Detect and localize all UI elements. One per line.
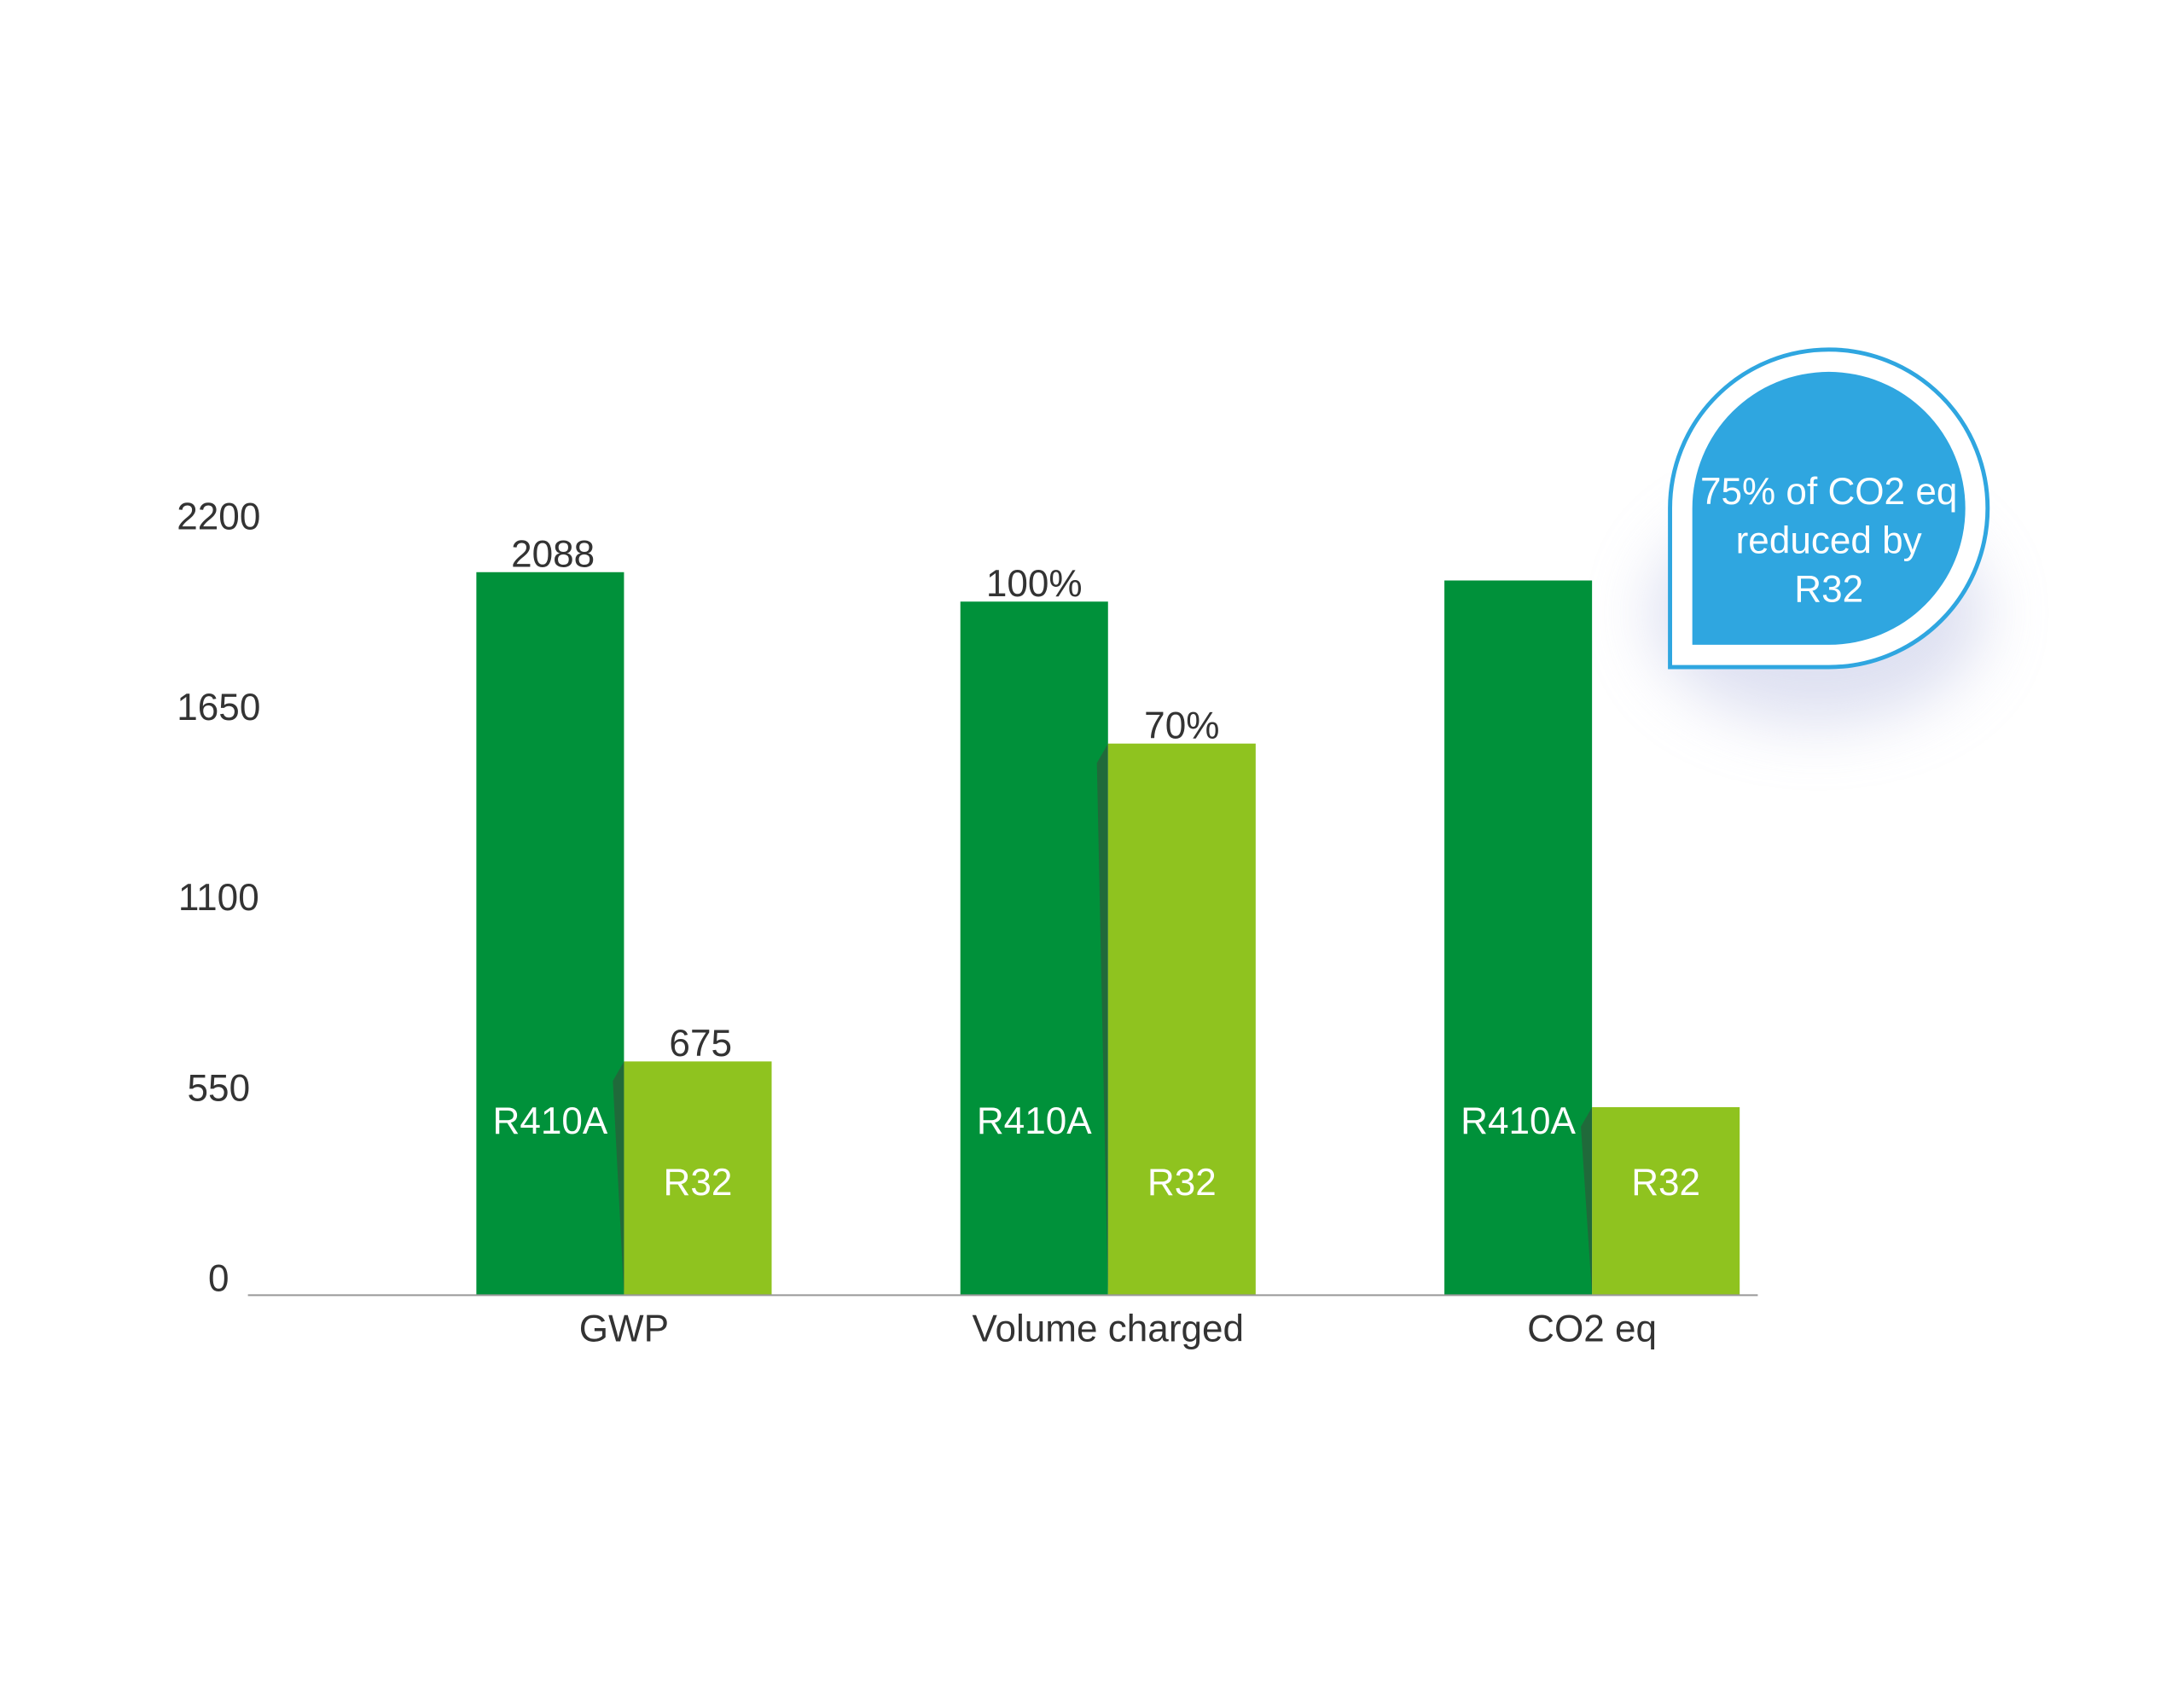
series-label: R410A <box>1461 1100 1576 1142</box>
callout-text: reduced by <box>1736 519 1922 561</box>
y-tick-label: 550 <box>188 1067 251 1109</box>
callout-text: 75% of CO2 eq <box>1700 471 1957 513</box>
bar-shadow <box>1096 743 1108 1296</box>
callout <box>1692 371 1966 645</box>
series-label: R410A <box>493 1100 608 1142</box>
annotation: 70% <box>1144 705 1219 746</box>
callout-text: R32 <box>1794 569 1863 611</box>
series-label: R32 <box>1147 1162 1217 1204</box>
x-tick-label: GWP <box>579 1308 669 1349</box>
y-tick-label: 1100 <box>178 877 259 919</box>
bar-shadow <box>613 1061 624 1296</box>
series-label: R410A <box>977 1100 1092 1142</box>
bar <box>960 601 1108 1296</box>
y-tick-label: 2200 <box>177 496 260 538</box>
y-tick-label: 1650 <box>177 687 260 728</box>
annotation: 100% <box>986 563 1083 605</box>
bar-shadow <box>1581 1106 1593 1296</box>
bar <box>1107 743 1256 1296</box>
bar <box>476 572 624 1296</box>
x-tick-label: Volume charged <box>972 1308 1244 1349</box>
value-label: 675 <box>669 1023 732 1065</box>
bar <box>624 1061 772 1296</box>
bar <box>1444 580 1593 1296</box>
bar <box>1592 1106 1740 1296</box>
y-tick-label: 0 <box>208 1258 229 1300</box>
series-label: R32 <box>1631 1162 1700 1204</box>
series-label: R32 <box>664 1162 733 1204</box>
value-label: 2088 <box>511 533 595 575</box>
x-tick-label: CO2 eq <box>1527 1308 1657 1349</box>
